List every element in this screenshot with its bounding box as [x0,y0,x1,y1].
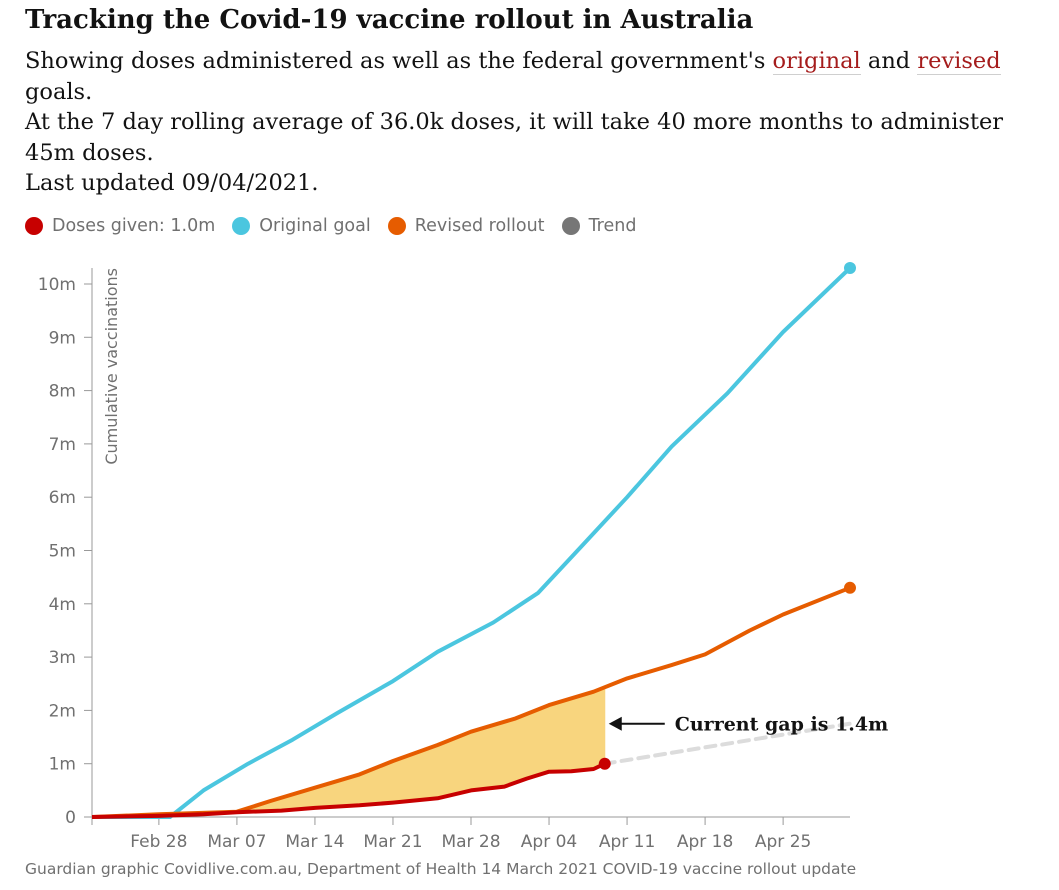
chart-legend: Doses given: 1.0m Original goal Revised … [25,213,653,239]
chart-title: Tracking the Covid-19 vaccine rollout in… [25,5,754,35]
series-line-trend [602,721,852,766]
x-tick-label: Apr 25 [755,832,811,852]
y-tick-label: 2m [49,701,76,721]
original-goal-endpoint [844,262,856,275]
legend-item-original-goal: Original goal [232,216,371,236]
legend-item-trend: Trend [561,216,637,236]
legend-swatch [25,217,43,235]
x-tick-label: Mar 07 [207,832,266,852]
y-tick-label: 3m [49,648,76,668]
dek-text-2: goals. [25,78,93,105]
x-tick-label: Apr 11 [599,832,655,852]
y-tick-label: 1m [49,755,76,775]
y-tick-label: 9m [49,328,76,348]
doses-given-endpoint [598,757,611,770]
x-tick-label: Apr 04 [521,832,577,852]
vaccine-rollout-chart: 0 1m 2m 3m 4m 5m 6m 7m 8m 9m 10m Feb 28 Mar 07 Mar 14… [38,262,888,852]
annotation-arrowhead [608,716,622,731]
legend-label: Original goal [259,216,371,236]
legend-swatch [561,217,580,235]
x-tick-label: Mar 21 [363,832,422,852]
revised-goal-link[interactable]: revised [917,48,1001,75]
series-line-doses-given [91,761,606,819]
x-tick-label: Apr 18 [677,832,733,852]
chart-subtitle: Showing doses administered as well as th… [25,46,1035,199]
y-tick-label: 6m [49,488,76,508]
y-tick-label: 5m [49,542,76,562]
original-goal-link[interactable]: original [772,48,861,75]
annotation-current-gap: Current gap is 1.4m [675,714,888,736]
dek-last-updated: Last updated 09/04/2021. [25,170,319,196]
dek-and: and [867,48,911,74]
dek-rolling-average: At the 7 day rolling average of 36.0k do… [25,109,1004,166]
gap-area [236,687,605,813]
y-tick-label: 10m [38,275,76,295]
y-tick-label: 4m [49,595,76,615]
legend-swatch [387,217,406,235]
x-tick-label: Feb 28 [130,832,187,852]
y-tick-label: 0 [65,808,76,828]
legend-item-revised-rollout: Revised rollout [387,216,545,236]
x-tick-label: Mar 28 [441,832,500,852]
legend-label: Revised rollout [414,216,545,236]
y-tick-label: 8m [49,382,76,402]
legend-label: Doses given: 1.0m [52,216,216,236]
series-line-revised-rollout [91,585,851,819]
legend-label: Trend [588,216,637,236]
revised-rollout-endpoint [844,581,856,594]
legend-item-doses-given: Doses given: 1.0m [25,216,215,236]
legend-swatch [232,217,251,235]
series-line-original-goal [92,266,852,819]
y-tick-label: 7m [49,435,76,455]
x-tick-label: Mar 14 [285,832,344,852]
dek-text-1: Showing doses administered as well as th… [25,48,766,74]
source-credit: Guardian graphic Covidlive.com.au, Depar… [25,860,857,878]
y-axis-title: Cumulative vaccinations [102,268,121,465]
